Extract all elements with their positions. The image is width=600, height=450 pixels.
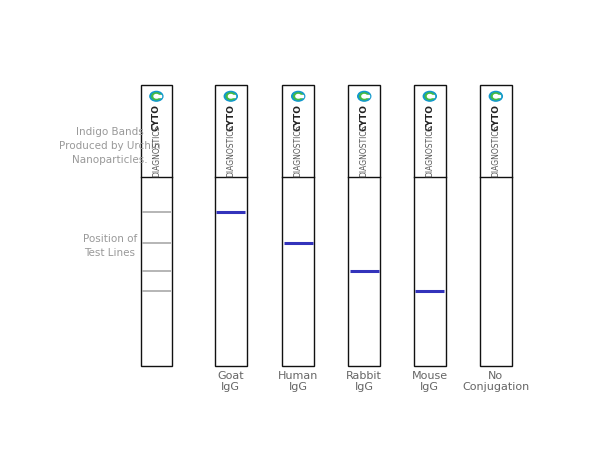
Circle shape bbox=[362, 94, 367, 98]
Text: Indigo Bands
Produced by Urchin
Nanoparticles.: Indigo Bands Produced by Urchin Nanopart… bbox=[59, 127, 161, 165]
Text: DIAGNOSTICS: DIAGNOSTICS bbox=[360, 125, 369, 177]
Circle shape bbox=[154, 94, 159, 98]
Text: Rabbit
IgG: Rabbit IgG bbox=[346, 371, 382, 392]
Bar bbox=[298, 95, 303, 97]
Circle shape bbox=[359, 93, 369, 99]
Circle shape bbox=[293, 93, 303, 99]
Bar bbox=[157, 95, 161, 97]
Text: Human
IgG: Human IgG bbox=[278, 371, 319, 392]
Bar bbox=[349, 85, 380, 366]
Circle shape bbox=[292, 91, 305, 101]
Bar bbox=[140, 85, 172, 366]
Text: DIAGNOSTICS: DIAGNOSTICS bbox=[425, 125, 434, 177]
Text: DIAGNOSTICS: DIAGNOSTICS bbox=[294, 125, 303, 177]
Circle shape bbox=[427, 94, 432, 98]
Circle shape bbox=[490, 91, 502, 101]
Text: Position of
Test Lines: Position of Test Lines bbox=[83, 234, 137, 258]
Circle shape bbox=[296, 94, 301, 98]
Text: Goat
IgG: Goat IgG bbox=[217, 371, 244, 392]
Text: DIAGNOSTICS: DIAGNOSTICS bbox=[226, 125, 235, 177]
Bar bbox=[283, 85, 314, 366]
Text: CYTO: CYTO bbox=[294, 104, 303, 131]
Circle shape bbox=[491, 93, 500, 99]
Circle shape bbox=[229, 94, 233, 98]
Text: CYTO: CYTO bbox=[226, 104, 235, 131]
Text: CYTO: CYTO bbox=[360, 104, 369, 131]
Text: CYTO: CYTO bbox=[152, 104, 161, 131]
Bar bbox=[231, 95, 235, 97]
Text: Mouse
IgG: Mouse IgG bbox=[412, 371, 448, 392]
Circle shape bbox=[493, 94, 498, 98]
Circle shape bbox=[425, 93, 434, 99]
Bar bbox=[430, 95, 434, 97]
Bar bbox=[480, 85, 512, 366]
Bar bbox=[215, 85, 247, 366]
Bar bbox=[414, 85, 446, 366]
Text: CYTO: CYTO bbox=[425, 104, 434, 131]
Bar bbox=[364, 95, 369, 97]
Text: No
Conjugation: No Conjugation bbox=[462, 371, 529, 392]
Circle shape bbox=[150, 91, 163, 101]
Text: DIAGNOSTICS: DIAGNOSTICS bbox=[152, 125, 161, 177]
Bar bbox=[496, 95, 500, 97]
Text: DIAGNOSTICS: DIAGNOSTICS bbox=[491, 125, 500, 177]
Circle shape bbox=[224, 91, 237, 101]
Circle shape bbox=[226, 93, 235, 99]
Circle shape bbox=[152, 93, 161, 99]
Circle shape bbox=[423, 91, 436, 101]
Text: CYTO: CYTO bbox=[491, 104, 500, 131]
Circle shape bbox=[358, 91, 371, 101]
